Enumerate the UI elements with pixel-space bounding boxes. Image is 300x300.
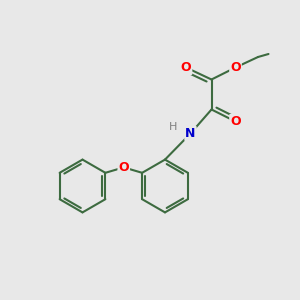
Text: O: O xyxy=(230,61,241,74)
Text: O: O xyxy=(230,115,241,128)
Text: O: O xyxy=(118,161,129,174)
Text: O: O xyxy=(181,61,191,74)
Text: N: N xyxy=(185,127,196,140)
Text: H: H xyxy=(169,122,177,132)
